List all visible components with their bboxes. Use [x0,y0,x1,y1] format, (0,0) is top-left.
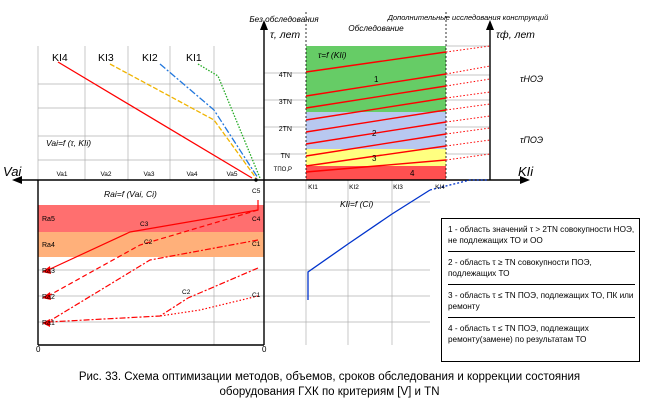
ki3-label: KI3 [98,52,114,64]
legend-item-1: 1 - область значений τ > 2TN совокупност… [448,225,635,252]
ra-formula: Rai=f (Vai, Ci) [104,189,157,199]
ki-tick-1: KI1 [308,184,318,191]
ki-tick-4: KI4 [435,184,445,191]
ki-tick-3: KI3 [393,184,403,191]
region-2-band [306,112,446,149]
ki1-curve [197,63,261,179]
main-axes [20,26,522,346]
va-formula: Vai=f (τ, KIi) [46,138,91,148]
tau-formula: τ=f (KIi) [318,50,347,60]
legend-item-2: 2 - область τ ≥ TN совокупности ПОЭ, под… [448,258,635,285]
tau-tick-tpo: TПО,Р [274,167,292,173]
ki1-label: KI1 [186,52,202,64]
tau-tick-4tn: 4TN [279,72,292,79]
ki3-curve [109,63,257,179]
ra-curves [47,200,259,323]
header-no-survey: Без обследования [249,15,319,24]
region-label-2: 2 [372,129,377,138]
ra-tick-5: Ra5 [42,216,55,223]
tau-noe-label: τНОЭ [520,74,543,84]
ki-tick-2: KI2 [349,184,359,191]
ki2-curve [159,63,259,179]
tau-tick-2tn: 2TN [279,126,292,133]
c-label-4: C4 [252,216,261,223]
va-axis-label: Vai [3,164,22,179]
va-tick-1: Va1 [56,171,67,178]
va-tick-3: Va3 [143,171,154,178]
header-survey: Обследование [348,24,404,33]
header-extra-research: Дополнительные исследования конструкций [387,13,549,22]
ki-axis-label: KIi [518,164,534,179]
tau-tick-tn: TN [281,153,290,160]
c-label-1a: C1 [252,241,261,248]
tau-f-axis-arrow [486,20,494,30]
origin-center-label: 0 [262,345,267,354]
ra-arrows [42,266,51,327]
tau-lines [305,51,447,173]
tau-poe-label: τПОЭ [520,135,543,145]
ki2-label: KI2 [142,52,158,64]
c-label-3: C3 [140,221,149,228]
caption-line-1: Рис. 33. Схема оптимизации методов, объе… [78,371,581,383]
region-3-band [306,149,446,166]
region-label-3: 3 [372,154,377,163]
c-label-2a: C2 [144,239,153,246]
ra-tick-3: Ra3 [42,268,55,275]
ra4-zone [38,232,264,257]
ra-tick-2: Ra2 [42,294,55,301]
ra-tick-4: Ra4 [42,242,55,249]
va-tick-5: Va5 [226,171,237,178]
figure-caption: Рис. 33. Схема оптимизации методов, объе… [0,370,659,400]
ra-tick-1: Ra1 [42,320,55,327]
ra5-zone [38,205,264,232]
va-axis-arrow [12,176,22,184]
va-tick-2: Va2 [100,171,111,178]
tau-axis-arrow [260,20,268,30]
region-label-4: 4 [410,169,415,178]
tau-lines-extension [445,45,491,161]
c-label-2b: C2 [182,289,191,296]
ki-c-curve-extension [429,179,488,191]
tau-axis-label: τ, лет [270,29,300,41]
ki4-curve [57,61,253,179]
ki-c-curve [307,189,431,300]
origin-left-label: 0 [36,345,41,354]
tau-f-axis-label: τф, лет [496,29,535,41]
ki-axis-arrow [520,176,530,184]
region-label-1: 1 [374,75,379,84]
tau-tick-3tn: 3TN [279,99,292,106]
c-label-5: C5 [252,188,261,195]
ki-formula: KIi=f (Ci) [340,199,373,209]
region-4-band [306,166,446,180]
c-label-1b: C1 [252,292,261,299]
legend-item-3: 3 - область τ ≤ TN ПОЭ, подлежащих ТО, П… [448,291,635,318]
caption-line-2: оборудования ГХК по критериям [V] и TN [219,386,440,398]
legend-box: 1 - область значений τ > 2TN совокупност… [441,218,640,362]
legend-item-4: 4 - область τ ≤ TN ПОЭ, подлежащих ремон… [448,324,589,344]
va-tick-4: Va4 [186,171,197,178]
ki4-label: KI4 [52,52,68,64]
origin-point [254,178,258,182]
